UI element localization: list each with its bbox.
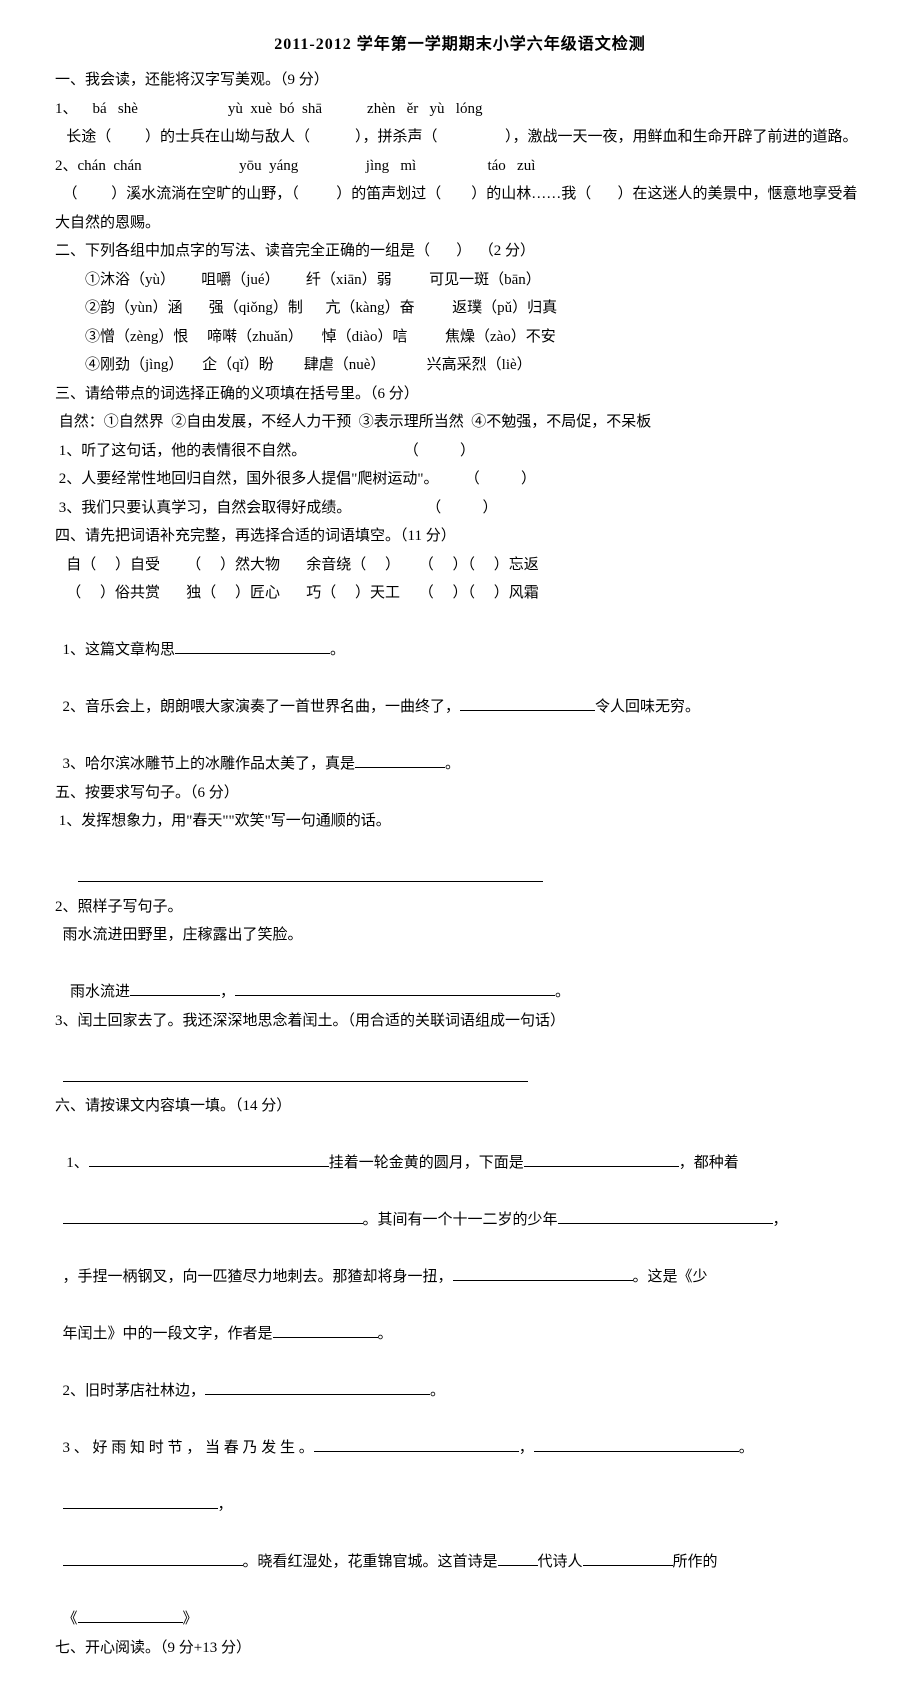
s3-definition: 自然：①自然界 ②自由发展，不经人力干预 ③表示理所当然 ④不勉强，不局促，不呆…	[55, 408, 865, 437]
s6-q1-line1: 1、 挂着一轮金黄的圆月，下面是 ，都种着	[55, 1121, 865, 1178]
s3-q2: 2、人要经常性地回归自然，国外很多人提倡"爬树运动"。 （ ）	[55, 465, 865, 494]
q2-text: （ ）溪水流淌在空旷的山野，（ ）的笛声划过（ ）的山林……我（ ）在这迷人的美…	[55, 180, 865, 237]
option-1: ①沐浴（yù） 咀嚼（jué） 纤（xiān）弱 可见一斑（bān）	[55, 266, 865, 295]
option-3: ③憎（zèng）恨 啼啭（zhuǎn） 悼（diào）唁 焦燥（zào）不安	[55, 323, 865, 352]
s6-q3-c: 。	[739, 1440, 754, 1456]
blank[interactable]	[63, 1065, 528, 1082]
s6-q1-b: 挂着一轮金黄的圆月，下面是	[329, 1155, 524, 1171]
exam-title: 2011-2012 学年第一学期期末小学六年级语文检测	[55, 30, 865, 60]
s6-q3-line4: 《》	[55, 1577, 865, 1634]
blank[interactable]	[63, 1550, 243, 1567]
s6-q1-comma: ，	[773, 1212, 788, 1228]
s4-q2-a: 2、音乐会上，朗朗喂大家演奏了一首世界名曲，一曲终了，	[63, 699, 461, 715]
blank[interactable]	[205, 1379, 430, 1396]
s6-q1-f1: 。这是《少	[633, 1269, 708, 1285]
s6-q1-line4: 年闰土》中的一段文字，作者是 。	[55, 1292, 865, 1349]
s6-q1-c: ，都种着	[679, 1155, 739, 1171]
s3-q1: 1、听了这句话，他的表情很不自然。 （ ）	[55, 437, 865, 466]
s6-q3-g2: 《	[63, 1611, 78, 1627]
blank[interactable]	[63, 1493, 218, 1510]
blank[interactable]	[314, 1436, 519, 1453]
s5-q2-a: 雨水流进	[63, 984, 131, 1000]
section-6-heading: 六、请按课文内容填一填。（14 分）	[55, 1092, 865, 1121]
blank[interactable]	[89, 1151, 329, 1168]
blank[interactable]	[534, 1436, 739, 1453]
s6-q1-a: 1、	[63, 1155, 89, 1171]
blank[interactable]	[524, 1151, 679, 1168]
s6-q3-b: ，	[519, 1440, 534, 1456]
s6-q3-a: 3 、 好 雨 知 时 节 ， 当 春 乃 发 生 。	[63, 1440, 314, 1456]
blank[interactable]	[273, 1322, 378, 1339]
section-1-heading: 一、我会读，还能将汉字写美观。（9 分）	[55, 66, 865, 95]
s6-q3-line1: 3 、 好 雨 知 时 节 ， 当 春 乃 发 生 。 ， 。	[55, 1406, 865, 1463]
section-4-heading: 四、请先把词语补充完整，再选择合适的词语填空。（11 分）	[55, 522, 865, 551]
s6-q1-line2: 。其间有一个十一二岁的少年 ，	[55, 1178, 865, 1235]
s5-q2-fill: 雨水流进 ， 。	[55, 950, 865, 1007]
s5-q3: 3、闰土回家去了。我还深深地思念着闰土。（用合适的关联词语组成一句话）	[55, 1007, 865, 1036]
section-5-heading: 五、按要求写句子。（6 分）	[55, 779, 865, 808]
section-3-heading: 三、请给带点的词选择正确的义项填在括号里。（6 分）	[55, 380, 865, 409]
s4-q3: 3、哈尔滨冰雕节上的冰雕作品太美了，真是 。	[55, 722, 865, 779]
s4-q2: 2、音乐会上，朗朗喂大家演奏了一首世界名曲，一曲终了， 令人回味无穷。	[55, 665, 865, 722]
blank[interactable]	[235, 980, 555, 997]
s5-q2-c: 。	[555, 984, 570, 1000]
s5-q3-blank	[55, 1035, 865, 1092]
s5-q2-example: 雨水流进田野里，庄稼露出了笑脸。	[55, 921, 865, 950]
s6-q2: 2、旧时茅店社林边， 。	[55, 1349, 865, 1406]
s4-q1-a: 1、这篇文章构思	[63, 642, 176, 658]
s4-q1: 1、这篇文章构思 。	[55, 608, 865, 665]
blank[interactable]	[175, 638, 330, 655]
s6-q3-line2: ，	[55, 1463, 865, 1520]
s4-q1-b: 。	[330, 642, 345, 658]
blank[interactable]	[498, 1550, 538, 1567]
option-2: ②韵（yùn）涵 强（qiǒng）制 亢（kàng）奋 返璞（pǔ）归真	[55, 294, 865, 323]
section-2-heading: 二、下列各组中加点字的写法、读音完全正确的一组是（ ） （2 分）	[55, 237, 865, 266]
s4-row2: （ ）俗共赏 独（ ）匠心 巧（ ）天工 （ ）（ ）风霜	[55, 579, 865, 608]
s5-q1: 1、发挥想象力，用"春天""欢笑"写一句通顺的话。	[55, 807, 865, 836]
s4-q3-a: 3、哈尔滨冰雕节上的冰雕作品太美了，真是	[63, 756, 356, 772]
s5-q1-blank	[55, 836, 865, 893]
blank[interactable]	[130, 980, 220, 997]
s6-q2-a: 2、旧时茅店社林边，	[63, 1383, 206, 1399]
s4-row1: 自（ ）自受 （ ）然大物 余音绕（ ） （ ）（ ）忘返	[55, 551, 865, 580]
blank[interactable]	[583, 1550, 673, 1567]
blank[interactable]	[355, 752, 445, 769]
s4-q3-b: 。	[445, 756, 460, 772]
s6-q3-d: ，	[218, 1497, 233, 1513]
s6-q3-line3: 。晓看红湿处，花重锦官城。这首诗是 代诗人 所作的	[55, 1520, 865, 1577]
s6-q1-d: 。其间有一个十一二岁的少年	[363, 1212, 558, 1228]
option-4: ④刚劲（jìng） 企（qǐ）盼 肆虐（nuè） 兴高采烈（liè）	[55, 351, 865, 380]
q2-pinyin: 2、chán chán yōu yáng jìng mì táo zuì	[55, 152, 865, 181]
s6-q3-f: 代诗人	[538, 1554, 583, 1570]
s6-q1-f2: 年闰土》中的一段文字，作者是	[63, 1326, 273, 1342]
s3-q3: 3、我们只要认真学习，自然会取得好成绩。 （ ）	[55, 494, 865, 523]
blank[interactable]	[558, 1208, 773, 1225]
blank[interactable]	[78, 1607, 183, 1624]
s6-q3-g1: 所作的	[673, 1554, 718, 1570]
s6-q1-g: 。	[378, 1326, 393, 1342]
blank[interactable]	[460, 695, 595, 712]
blank[interactable]	[78, 866, 543, 883]
q1-pinyin: 1、 bá shè yù xuè bó shā zhèn ěr yù lóng	[55, 95, 865, 124]
s6-q1-line3: ，手捏一柄钢叉，向一匹猹尽力地刺去。那猹却将身一扭， 。这是《少	[55, 1235, 865, 1292]
blank[interactable]	[63, 1208, 363, 1225]
s6-q3-h: 》	[183, 1611, 198, 1627]
s6-q1-e: ，手捏一柄钢叉，向一匹猹尽力地刺去。那猹却将身一扭，	[63, 1269, 453, 1285]
q1-text: 长途（ ）的士兵在山坳与敌人（ ），拼杀声（ ），激战一天一夜，用鲜血和生命开辟…	[55, 123, 865, 152]
s6-q2-b: 。	[430, 1383, 445, 1399]
section-7-heading: 七、开心阅读。（9 分+13 分）	[55, 1634, 865, 1663]
s6-q3-e: 。晓看红湿处，花重锦官城。这首诗是	[243, 1554, 498, 1570]
s5-q2-b: ，	[220, 984, 235, 1000]
s4-q2-b: 令人回味无穷。	[595, 699, 700, 715]
blank[interactable]	[453, 1265, 633, 1282]
s5-q2: 2、照样子写句子。	[55, 893, 865, 922]
